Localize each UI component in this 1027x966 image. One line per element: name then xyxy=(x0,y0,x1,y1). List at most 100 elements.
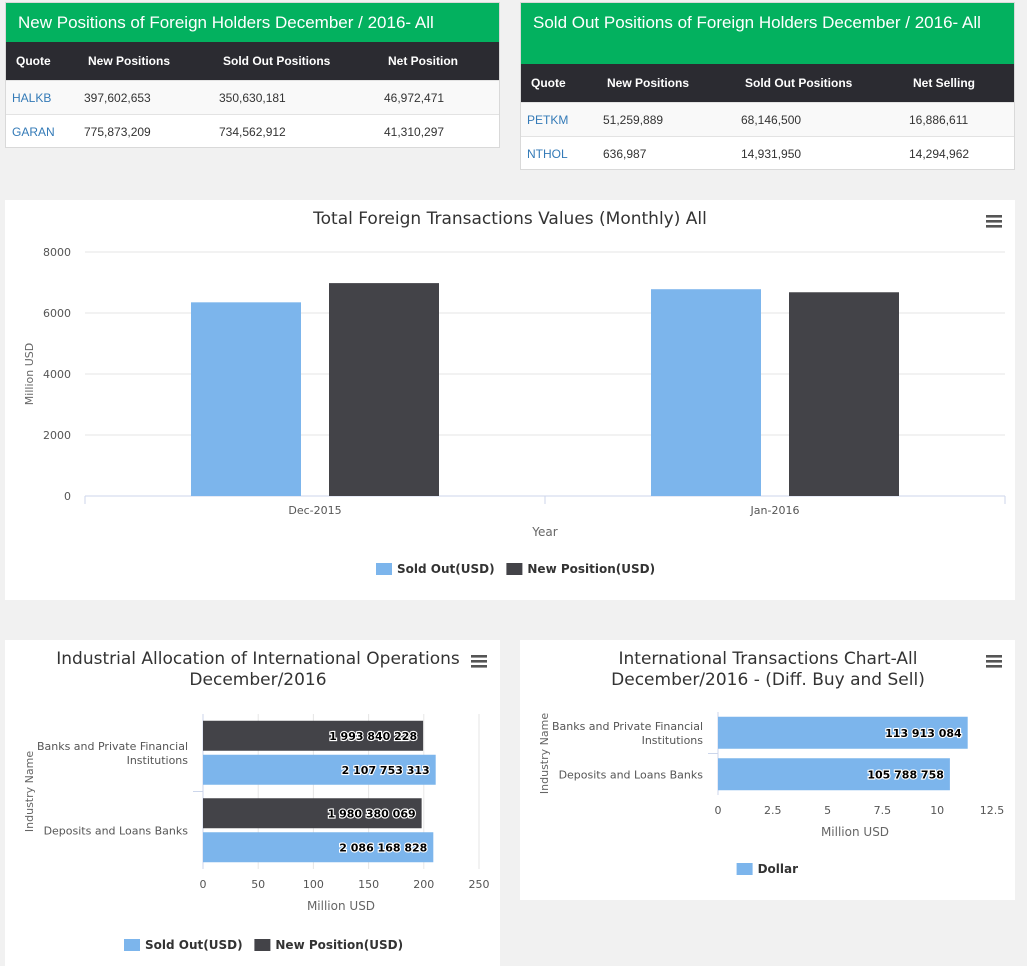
quote-cell: GARAN xyxy=(6,114,78,148)
x-tick-label: Dec-2015 xyxy=(288,504,341,517)
bar-sold-out-usd[interactable] xyxy=(203,754,436,785)
quote-link[interactable]: GARAN xyxy=(12,124,55,139)
x-tick-label: 0 xyxy=(200,878,207,891)
x-tick-label: 200 xyxy=(413,878,434,891)
menu-icon-line xyxy=(986,655,1002,658)
new-positions-cell: 775,873,209 xyxy=(78,114,213,148)
bar-sold-out[interactable] xyxy=(651,289,761,496)
quote-cell: HALKB xyxy=(6,80,78,115)
quote-link[interactable]: NTHOL xyxy=(527,146,568,161)
chart-title: December/2016 - (Diff. Buy and Sell) xyxy=(611,670,925,690)
y-tick-label: 8000 xyxy=(43,246,71,259)
bar-sold-out[interactable] xyxy=(191,302,301,496)
y-tick-label: 4000 xyxy=(43,368,71,381)
x-tick-label: 5 xyxy=(824,804,831,817)
legend-label[interactable]: Sold Out(USD) xyxy=(145,938,243,952)
menu-icon-line xyxy=(471,655,487,658)
chart-title: Total Foreign Transactions Values (Month… xyxy=(312,209,707,229)
column-header-net-position: Net Position xyxy=(378,42,499,81)
new-positions-title: New Positions of Foreign Holders Decembe… xyxy=(6,3,499,42)
monthly-transactions-chart: Total Foreign Transactions Values (Month… xyxy=(23,209,1006,576)
legend-swatch xyxy=(736,863,753,875)
x-tick-label: 100 xyxy=(303,878,324,891)
table-row: NTHOL 636,987 14,931,950 14,294,962 xyxy=(521,136,1014,170)
industrial-allocation-chart-panel: Industrial Allocation of International O… xyxy=(5,640,500,966)
x-tick-label: Jan-2016 xyxy=(750,504,800,517)
x-axis-title: Year xyxy=(531,525,557,539)
quote-cell: PETKM xyxy=(521,102,597,137)
column-header-new-positions: New Positions xyxy=(597,64,735,103)
menu-icon-line xyxy=(986,225,1002,228)
table-row: HALKB 397,602,653 350,630,181 46,972,471 xyxy=(6,80,499,115)
column-header-sold-out-positions: Sold Out Positions xyxy=(213,42,378,81)
sold-out-positions-table: Quote New Positions Sold Out Positions N… xyxy=(521,64,1014,170)
legend-label[interactable]: New Position(USD) xyxy=(527,562,655,576)
y-axis-title: Million USD xyxy=(23,343,36,405)
x-tick-label: 150 xyxy=(358,878,379,891)
new-positions-cell: 397,602,653 xyxy=(78,80,213,115)
quote-cell: NTHOL xyxy=(521,136,597,170)
x-tick-label: 0 xyxy=(715,804,722,817)
y-category-label: Institutions xyxy=(642,734,704,747)
column-header-quote: Quote xyxy=(521,64,597,103)
data-label: 105 788 758 xyxy=(867,768,944,781)
bar-new-position-usd[interactable] xyxy=(203,798,422,829)
chart-menu-icon[interactable] xyxy=(471,655,487,668)
chart-menu-icon[interactable] xyxy=(986,215,1002,228)
sold-out-positions-cell: 350,630,181 xyxy=(213,80,378,115)
chart-title: Industrial Allocation of International O… xyxy=(56,649,460,669)
industrial-allocation-chart: Industrial Allocation of International O… xyxy=(23,649,490,952)
sold-out-positions-cell: 68,146,500 xyxy=(735,102,903,137)
y-tick-label: 0 xyxy=(64,490,71,503)
bar-dollar[interactable] xyxy=(718,758,950,791)
net-selling-cell: 16,886,611 xyxy=(903,102,1014,137)
legend-swatch xyxy=(254,939,271,951)
bar-new-position-usd[interactable] xyxy=(203,720,424,751)
menu-icon-line xyxy=(986,665,1002,668)
bar-new-position[interactable] xyxy=(789,292,899,496)
monthly-transactions-chart-panel: Total Foreign Transactions Values (Month… xyxy=(5,200,1015,600)
y-category-label: Deposits and Loans Banks xyxy=(44,824,189,837)
data-label: 113 913 084 xyxy=(885,727,962,740)
legend-swatch xyxy=(124,939,140,951)
net-position-cell: 41,310,297 xyxy=(378,114,499,148)
legend-label[interactable]: Sold Out(USD) xyxy=(397,562,495,576)
x-tick-label: 7.5 xyxy=(874,804,892,817)
sold-out-positions-cell: 14,931,950 xyxy=(735,136,903,170)
y-category-label: Deposits and Loans Banks xyxy=(559,768,704,781)
legend-label[interactable]: Dollar xyxy=(758,862,799,876)
legend-swatch xyxy=(376,563,392,575)
bar-sold-out-usd[interactable] xyxy=(203,832,434,863)
table-row: GARAN 775,873,209 734,562,912 41,310,297 xyxy=(6,114,499,148)
quote-link[interactable]: PETKM xyxy=(527,112,569,127)
net-selling-cell: 14,294,962 xyxy=(903,136,1014,170)
table-row: PETKM 51,259,889 68,146,500 16,886,611 xyxy=(521,102,1014,137)
y-category-label: Banks and Private Financial xyxy=(552,720,703,733)
sold-out-positions-cell: 734,562,912 xyxy=(213,114,378,148)
x-tick-label: 250 xyxy=(469,878,490,891)
legend-label[interactable]: New Position(USD) xyxy=(275,938,403,952)
data-label: 2 107 753 313 xyxy=(342,764,430,777)
data-label: 1 980 380 069 xyxy=(328,807,416,820)
chart-title: International Transactions Chart-All xyxy=(619,649,918,669)
y-axis-title: Industry Name xyxy=(538,713,551,794)
bar-new-position[interactable] xyxy=(329,283,439,496)
chart-menu-icon[interactable] xyxy=(986,655,1002,668)
quote-link[interactable]: HALKB xyxy=(12,90,52,105)
x-tick-label: 2.5 xyxy=(764,804,782,817)
menu-icon-line xyxy=(986,215,1002,218)
net-position-cell: 46,972,471 xyxy=(378,80,499,115)
y-tick-label: 6000 xyxy=(43,307,71,320)
new-positions-cell: 636,987 xyxy=(597,136,735,170)
bar-dollar[interactable] xyxy=(718,716,968,749)
new-positions-cell: 51,259,889 xyxy=(597,102,735,137)
menu-icon-line xyxy=(471,665,487,668)
column-header-net-selling: Net Selling xyxy=(903,64,1014,103)
menu-icon-line xyxy=(471,660,487,663)
international-transactions-chart-panel: International Transactions Chart-All Dece… xyxy=(520,640,1015,900)
x-axis-title: Million USD xyxy=(821,825,889,839)
x-tick-label: 10 xyxy=(930,804,944,817)
international-transactions-chart: International Transactions Chart-AllDece… xyxy=(538,649,1004,876)
menu-icon-line xyxy=(986,660,1002,663)
y-axis-title: Industry Name xyxy=(23,751,36,832)
